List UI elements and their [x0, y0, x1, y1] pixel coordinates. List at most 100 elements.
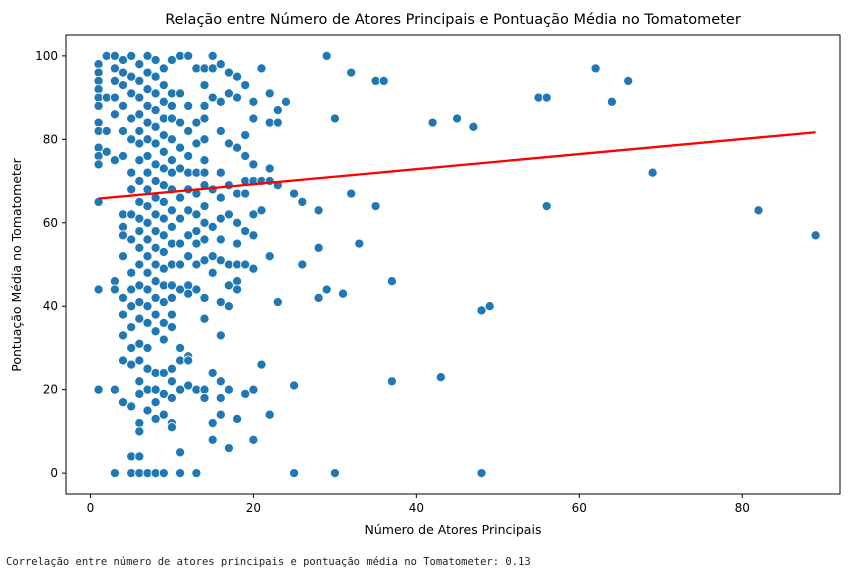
data-point	[142, 251, 153, 262]
data-point	[150, 71, 161, 82]
data-point	[134, 196, 145, 207]
data-point	[134, 59, 145, 70]
data-point	[150, 276, 161, 287]
data-point	[117, 67, 129, 78]
data-point	[264, 88, 275, 99]
data-point	[134, 313, 145, 324]
data-point	[215, 213, 226, 224]
data-point	[297, 259, 308, 270]
data-point	[150, 88, 161, 99]
data-point	[337, 288, 349, 299]
data-point	[158, 63, 169, 74]
data-point	[191, 209, 202, 220]
data-point	[150, 259, 161, 270]
correlation-caption: Correlação entre número de atores princi…	[6, 556, 531, 568]
data-point	[590, 63, 601, 74]
data-point	[117, 125, 129, 137]
data-point	[142, 301, 153, 312]
data-point	[150, 138, 161, 149]
data-point	[117, 330, 129, 341]
data-point	[272, 297, 283, 308]
data-point	[117, 355, 129, 366]
data-point	[166, 167, 177, 178]
data-point	[117, 100, 129, 111]
data-point	[175, 238, 186, 249]
data-point	[207, 63, 218, 74]
data-point	[158, 80, 169, 91]
data-point	[240, 188, 251, 199]
data-point	[109, 155, 120, 166]
data-point	[215, 167, 226, 178]
data-point	[158, 130, 169, 141]
data-point	[199, 167, 210, 178]
data-point	[476, 468, 487, 479]
data-point	[191, 259, 202, 270]
plot-frame	[65, 34, 841, 495]
data-point	[232, 276, 243, 287]
x-tick-label: 20	[246, 501, 261, 515]
data-point	[183, 355, 194, 366]
data-point	[166, 100, 177, 111]
data-point	[183, 230, 194, 241]
data-point	[142, 167, 153, 178]
data-point	[126, 184, 137, 195]
data-point	[175, 468, 186, 479]
data-point	[166, 392, 177, 404]
data-point	[199, 313, 210, 324]
data-point	[199, 80, 210, 91]
data-point	[117, 292, 129, 303]
data-point	[215, 59, 226, 70]
data-point	[346, 67, 357, 78]
data-point	[183, 125, 194, 137]
data-point	[623, 75, 634, 86]
data-point	[199, 255, 210, 266]
data-point	[207, 251, 218, 262]
data-point	[183, 205, 194, 216]
data-point	[272, 117, 283, 128]
data-point	[142, 67, 153, 78]
data-point	[158, 96, 169, 107]
data-point	[370, 201, 381, 212]
y-axis-ticks: 0 20 40 60 80 100	[35, 49, 66, 480]
data-point	[199, 155, 210, 166]
data-point	[126, 284, 137, 295]
data-point	[183, 280, 194, 291]
data-point	[134, 242, 145, 253]
data-point	[158, 196, 169, 207]
data-point	[175, 384, 186, 395]
data-point	[223, 138, 234, 149]
data-point	[158, 317, 169, 328]
data-point	[93, 84, 104, 95]
data-point	[232, 92, 243, 103]
data-point	[232, 217, 243, 228]
data-point	[101, 146, 112, 157]
data-point	[166, 292, 177, 303]
data-point	[117, 251, 129, 262]
data-point	[134, 376, 145, 387]
data-point	[134, 259, 145, 270]
data-point	[158, 297, 169, 308]
data-point	[150, 105, 161, 116]
data-point	[191, 117, 202, 128]
data-point	[93, 117, 104, 128]
y-tick-label: 100	[35, 49, 58, 63]
data-point	[142, 50, 153, 61]
data-point	[158, 409, 169, 420]
x-tick-label: 60	[572, 501, 587, 515]
data-point	[134, 125, 145, 137]
data-point	[166, 113, 177, 124]
data-point	[191, 138, 202, 149]
data-point	[207, 221, 218, 232]
data-point	[256, 205, 267, 216]
data-point	[240, 388, 251, 399]
data-point	[93, 159, 104, 170]
data-point	[199, 113, 210, 124]
data-point	[158, 246, 169, 258]
data-point	[606, 96, 617, 107]
data-point	[126, 322, 137, 333]
data-point	[207, 92, 218, 103]
data-point	[150, 309, 161, 320]
data-point	[134, 92, 145, 103]
data-point	[199, 100, 210, 111]
data-point	[158, 263, 169, 274]
